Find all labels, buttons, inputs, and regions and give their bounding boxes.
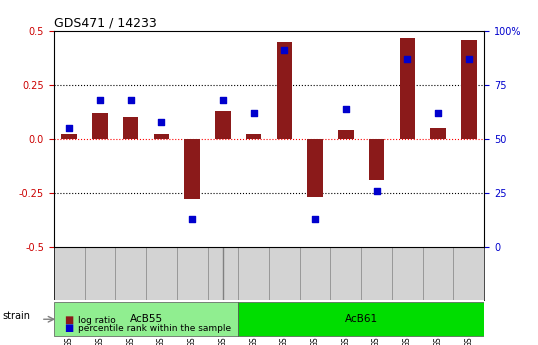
Point <box>434 110 442 116</box>
Bar <box>277 42 292 139</box>
Point <box>218 97 227 103</box>
Bar <box>461 40 477 139</box>
Point <box>157 119 166 124</box>
Point <box>126 97 135 103</box>
Text: percentile rank within the sample: percentile rank within the sample <box>78 324 231 333</box>
Bar <box>123 117 138 139</box>
FancyBboxPatch shape <box>54 302 238 336</box>
Text: ■: ■ <box>65 315 74 325</box>
Point <box>96 97 104 103</box>
Text: AcB61: AcB61 <box>345 314 378 324</box>
Point <box>65 125 74 131</box>
Bar <box>369 139 384 180</box>
Bar <box>154 135 169 139</box>
Text: GDS471 / 14233: GDS471 / 14233 <box>54 17 157 30</box>
Bar <box>338 130 353 139</box>
Bar <box>430 128 446 139</box>
Bar <box>61 135 77 139</box>
Text: strain: strain <box>3 311 31 321</box>
Bar <box>307 139 323 197</box>
Bar <box>246 135 261 139</box>
Point <box>403 56 412 62</box>
Bar <box>185 139 200 199</box>
Point <box>464 56 473 62</box>
Text: ■: ■ <box>65 324 74 333</box>
Point <box>372 188 381 193</box>
Text: AcB55: AcB55 <box>130 314 162 324</box>
Point <box>188 216 196 221</box>
Bar <box>215 111 231 139</box>
Point <box>249 110 258 116</box>
Point <box>311 216 320 221</box>
FancyBboxPatch shape <box>238 302 484 336</box>
Bar <box>92 113 108 139</box>
Point <box>280 48 289 53</box>
Bar <box>400 38 415 139</box>
Text: log ratio: log ratio <box>78 316 116 325</box>
Point <box>342 106 350 111</box>
